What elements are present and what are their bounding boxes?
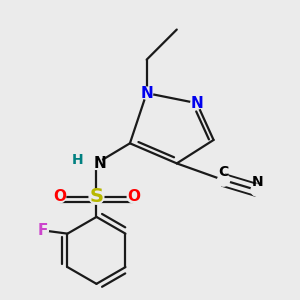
Circle shape <box>191 97 203 109</box>
Text: S: S <box>89 187 103 206</box>
Text: N: N <box>190 96 203 111</box>
Circle shape <box>141 87 153 99</box>
Circle shape <box>54 191 66 203</box>
Circle shape <box>36 224 48 236</box>
Circle shape <box>251 184 263 196</box>
Text: O: O <box>127 189 140 204</box>
Text: F: F <box>37 223 48 238</box>
Text: N: N <box>140 85 153 100</box>
Text: O: O <box>53 189 66 204</box>
Circle shape <box>90 158 103 169</box>
Text: N: N <box>251 175 263 189</box>
Circle shape <box>218 174 230 186</box>
Text: C: C <box>218 165 229 179</box>
Text: H: H <box>72 153 84 167</box>
Circle shape <box>89 190 104 204</box>
Text: N: N <box>93 156 106 171</box>
Circle shape <box>127 191 139 203</box>
